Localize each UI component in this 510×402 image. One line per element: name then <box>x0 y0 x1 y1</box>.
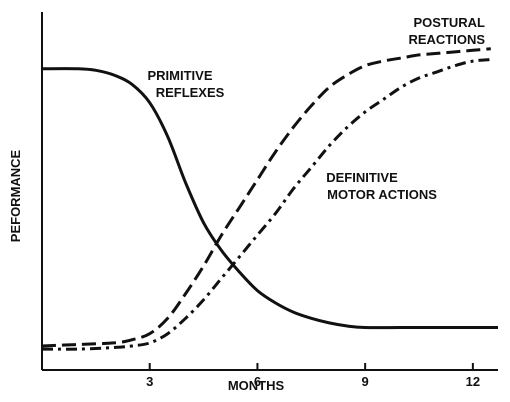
postural-reactions-label-line2: REACTIONS <box>408 32 485 47</box>
series-group <box>41 47 498 351</box>
x-tick-label: 12 <box>466 374 480 389</box>
definitive-motor-actions-line <box>41 58 491 351</box>
x-tick-label: 9 <box>362 374 369 389</box>
definitive-motor-actions-label-line1: DEFINITIVE <box>326 170 398 185</box>
primitive-reflexes-line <box>41 67 498 330</box>
x-axis-title: MONTHS <box>228 378 285 393</box>
x-tick-label: 6 <box>254 374 261 389</box>
definitive-motor-actions-label-line2: MOTOR ACTIONS <box>327 187 437 202</box>
primitive-reflexes-label-line2: REFLEXES <box>156 85 225 100</box>
postural-reactions-line <box>41 47 491 348</box>
x-ticks-group: 3 6 9 12 <box>146 363 480 389</box>
postural-reactions-label-line1: POSTURAL <box>414 15 486 30</box>
x-tick-label: 3 <box>146 374 153 389</box>
primitive-reflexes-label-line1: PRIMITIVE <box>147 68 212 83</box>
y-axis-title: PEFORMANCE <box>8 149 23 242</box>
